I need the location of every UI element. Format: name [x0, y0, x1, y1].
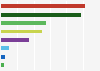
- Bar: [1, 38, 29, 42]
- Bar: [1, 13, 81, 17]
- Bar: [1, 4, 85, 8]
- Bar: [1, 63, 4, 67]
- Bar: [1, 46, 9, 50]
- Bar: [1, 55, 5, 59]
- Bar: [1, 21, 46, 25]
- Bar: [1, 30, 42, 33]
